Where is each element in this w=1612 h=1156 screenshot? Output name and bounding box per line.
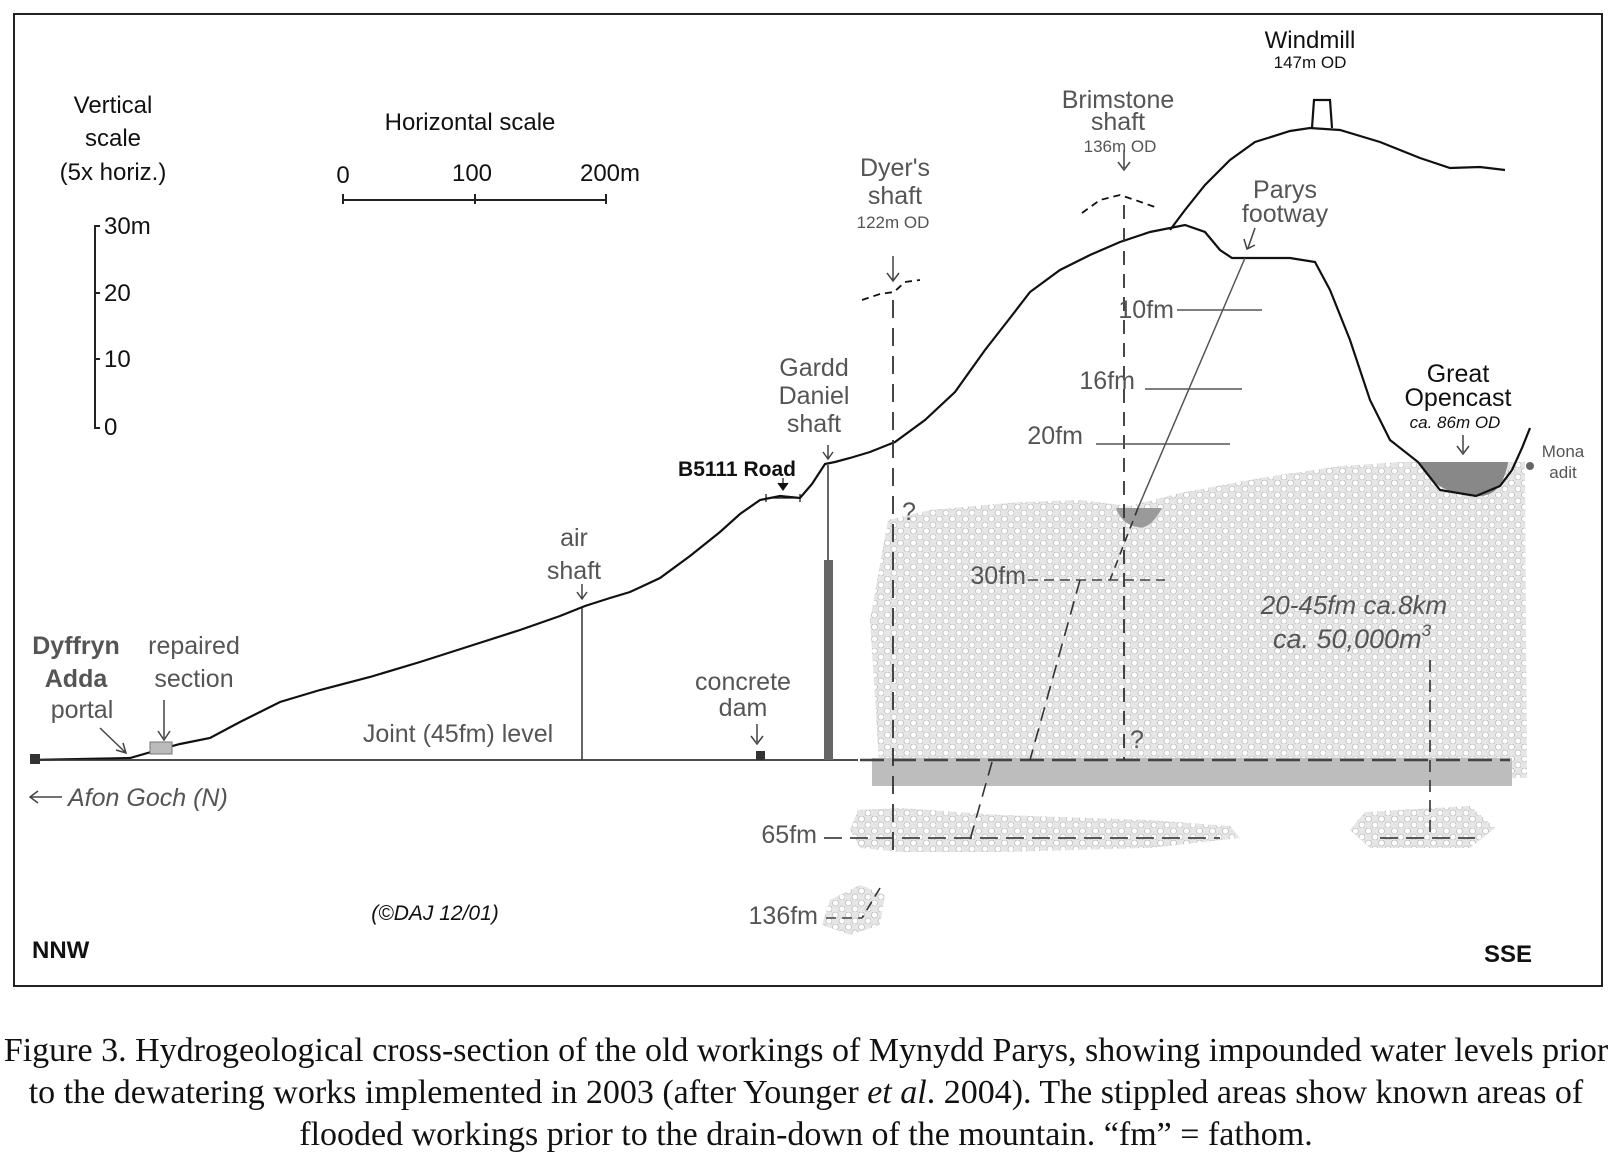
flooded-zone-65fm-east (1350, 806, 1495, 848)
portal-marker (30, 754, 40, 764)
figure-frame (13, 13, 1603, 987)
parys-footway-label-1: Parys (1253, 176, 1317, 204)
gardd-daniel-label-2: Daniel (779, 382, 850, 410)
volume-label-1: 20-45fm ca.8km (1260, 590, 1447, 620)
dyers-label-2: shaft (868, 182, 922, 210)
hill-profile-upper (1169, 126, 1506, 231)
dyers-shaft-top (861, 279, 921, 301)
hscale-tick-200-label: 200m (580, 160, 640, 187)
hscale-title: Horizontal scale (385, 109, 556, 136)
windmill-od-label: 147m OD (1274, 53, 1347, 72)
volume-value: ca. 50,000m (1273, 624, 1422, 654)
vscale-tick-30-label: 30m (104, 213, 151, 240)
concrete-dam-marker (756, 751, 765, 760)
b5111-road-marker (765, 478, 801, 502)
brimstone-label-1: Brimstone (1062, 86, 1175, 114)
concrete-dam-label-1: concrete (695, 668, 791, 696)
vscale-title-1: Vertical (74, 92, 153, 119)
brimstone-shaft-top (1081, 194, 1156, 214)
joint-level-label: Joint (45fm) level (363, 720, 553, 748)
direction-nnw: NNW (32, 937, 90, 964)
dyers-od-label: 122m OD (857, 213, 930, 232)
ground-surface (29, 223, 1532, 762)
vscale-tick-20-label: 20 (104, 280, 131, 307)
mona-adit-marker (1526, 462, 1534, 470)
vscale-title-3: (5x horiz.) (60, 159, 167, 186)
air-shaft-label-1: air (560, 524, 588, 552)
brimstone-od-label: 136m OD (1084, 137, 1157, 156)
dyers-label-1: Dyer's (860, 154, 930, 182)
figure-caption: Figure 3. Hydrogeological cross-section … (0, 1030, 1612, 1156)
incline-136fm (861, 887, 881, 919)
brimstone-label-2: shaft (1091, 108, 1145, 136)
concrete-dam-label-2: dam (719, 694, 768, 722)
flooded-zone-65fm (850, 808, 1240, 852)
pointer-arrows (28, 150, 1470, 804)
opencast-od-label: ca. 86m OD (1410, 413, 1501, 432)
level-65fm-label: 65fm (761, 821, 817, 849)
hscale-tick-0-label: 0 (336, 162, 349, 189)
parys-footway-incline (1137, 257, 1246, 509)
great-opencast-label-1: Great (1427, 360, 1490, 388)
question-brimstone: ? (1130, 726, 1144, 754)
gardd-daniel-label-1: Gardd (779, 354, 848, 382)
level-16fm-label: 16fm (1079, 367, 1135, 395)
parys-footway-label-2: footway (1242, 200, 1329, 228)
incline-dashed-lower (1029, 579, 1081, 761)
level-136fm-label: 136fm (749, 902, 818, 930)
flooded-zone-upper (870, 462, 1527, 778)
vscale-title-2: scale (85, 125, 141, 152)
brimstone-water (1116, 508, 1162, 528)
copyright-label: (©DAJ 12/01) (371, 902, 499, 925)
incline-dashed-deep (969, 761, 993, 841)
hscale-tick-100-label: 100 (452, 160, 492, 187)
windmill-marker (1310, 98, 1334, 129)
vertical-scale-bar (94, 225, 100, 429)
volume-label-2: ca. 50,000m3 (1273, 621, 1432, 654)
joint-level-water-band (872, 758, 1512, 786)
dyffryn-label-1: Dyffryn (32, 632, 120, 660)
flooded-zone-136fm (822, 885, 885, 935)
mona-adit-label-1: Mona (1542, 442, 1585, 461)
caption-part-2: . 2004). The stippled areas show known a… (299, 1074, 1584, 1153)
vscale-tick-0-label: 0 (104, 414, 117, 441)
air-shaft-label-2: shaft (547, 557, 601, 585)
repaired-label-1: repaired (148, 632, 240, 660)
level-30fm-label: 30fm (970, 562, 1026, 590)
gardd-daniel-water-column (824, 560, 833, 760)
level-10fm-label: 10fm (1118, 296, 1174, 324)
volume-superscript: 3 (1422, 621, 1432, 640)
question-dyers: ? (902, 498, 916, 526)
b5111-road-label: B5111 Road (678, 458, 796, 481)
repaired-label-2: section (154, 665, 233, 693)
great-opencast-label-2: Opencast (1404, 384, 1511, 412)
vscale-tick-10-label: 10 (104, 346, 131, 373)
opencast-water (1418, 462, 1508, 497)
caption-italic: et al (867, 1074, 927, 1111)
afon-goch-label: Afon Goch (N) (66, 784, 228, 812)
windmill-label: Windmill (1265, 27, 1356, 54)
dyffryn-label-2: Adda (45, 665, 109, 693)
mona-adit-label-2: adit (1549, 463, 1577, 482)
caption-part-1: Figure 3. Hydrogeological cross-section … (3, 1032, 1609, 1111)
portal-label: portal (51, 696, 114, 724)
level-20fm-label: 20fm (1027, 422, 1083, 450)
gardd-daniel-label-3: shaft (787, 410, 841, 438)
repaired-section-marker (149, 741, 173, 755)
direction-sse: SSE (1484, 941, 1532, 968)
